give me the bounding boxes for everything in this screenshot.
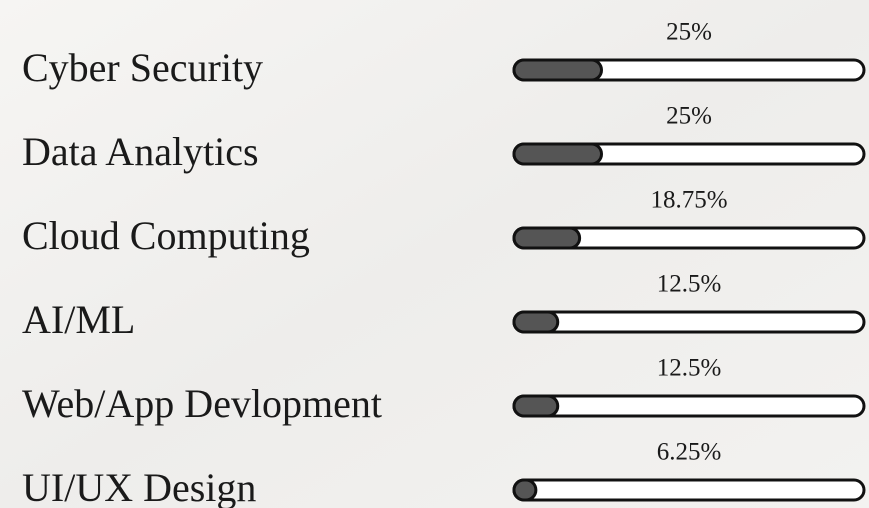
bar — [512, 142, 603, 166]
value-label: 25% — [666, 19, 712, 46]
value-label: 6.25% — [657, 439, 722, 466]
value-label: 12.5% — [657, 271, 722, 298]
bar-track — [512, 310, 866, 334]
bar — [512, 58, 603, 82]
bar-track — [512, 394, 866, 418]
category-label: Web/App Devlopment — [22, 381, 382, 426]
value-label: 18.75% — [650, 187, 727, 214]
category-label: Data Analytics — [22, 129, 259, 174]
bar — [512, 310, 560, 334]
bar — [512, 394, 560, 418]
category-label: Cloud Computing — [22, 213, 310, 258]
category-label: UI/UX Design — [22, 465, 256, 508]
category-label: Cyber Security — [22, 45, 263, 90]
bar — [512, 478, 538, 502]
bar-track — [512, 478, 866, 502]
value-label: 12.5% — [657, 355, 722, 382]
bar — [512, 226, 582, 250]
category-label: AI/ML — [22, 297, 135, 342]
value-label: 25% — [666, 103, 712, 130]
